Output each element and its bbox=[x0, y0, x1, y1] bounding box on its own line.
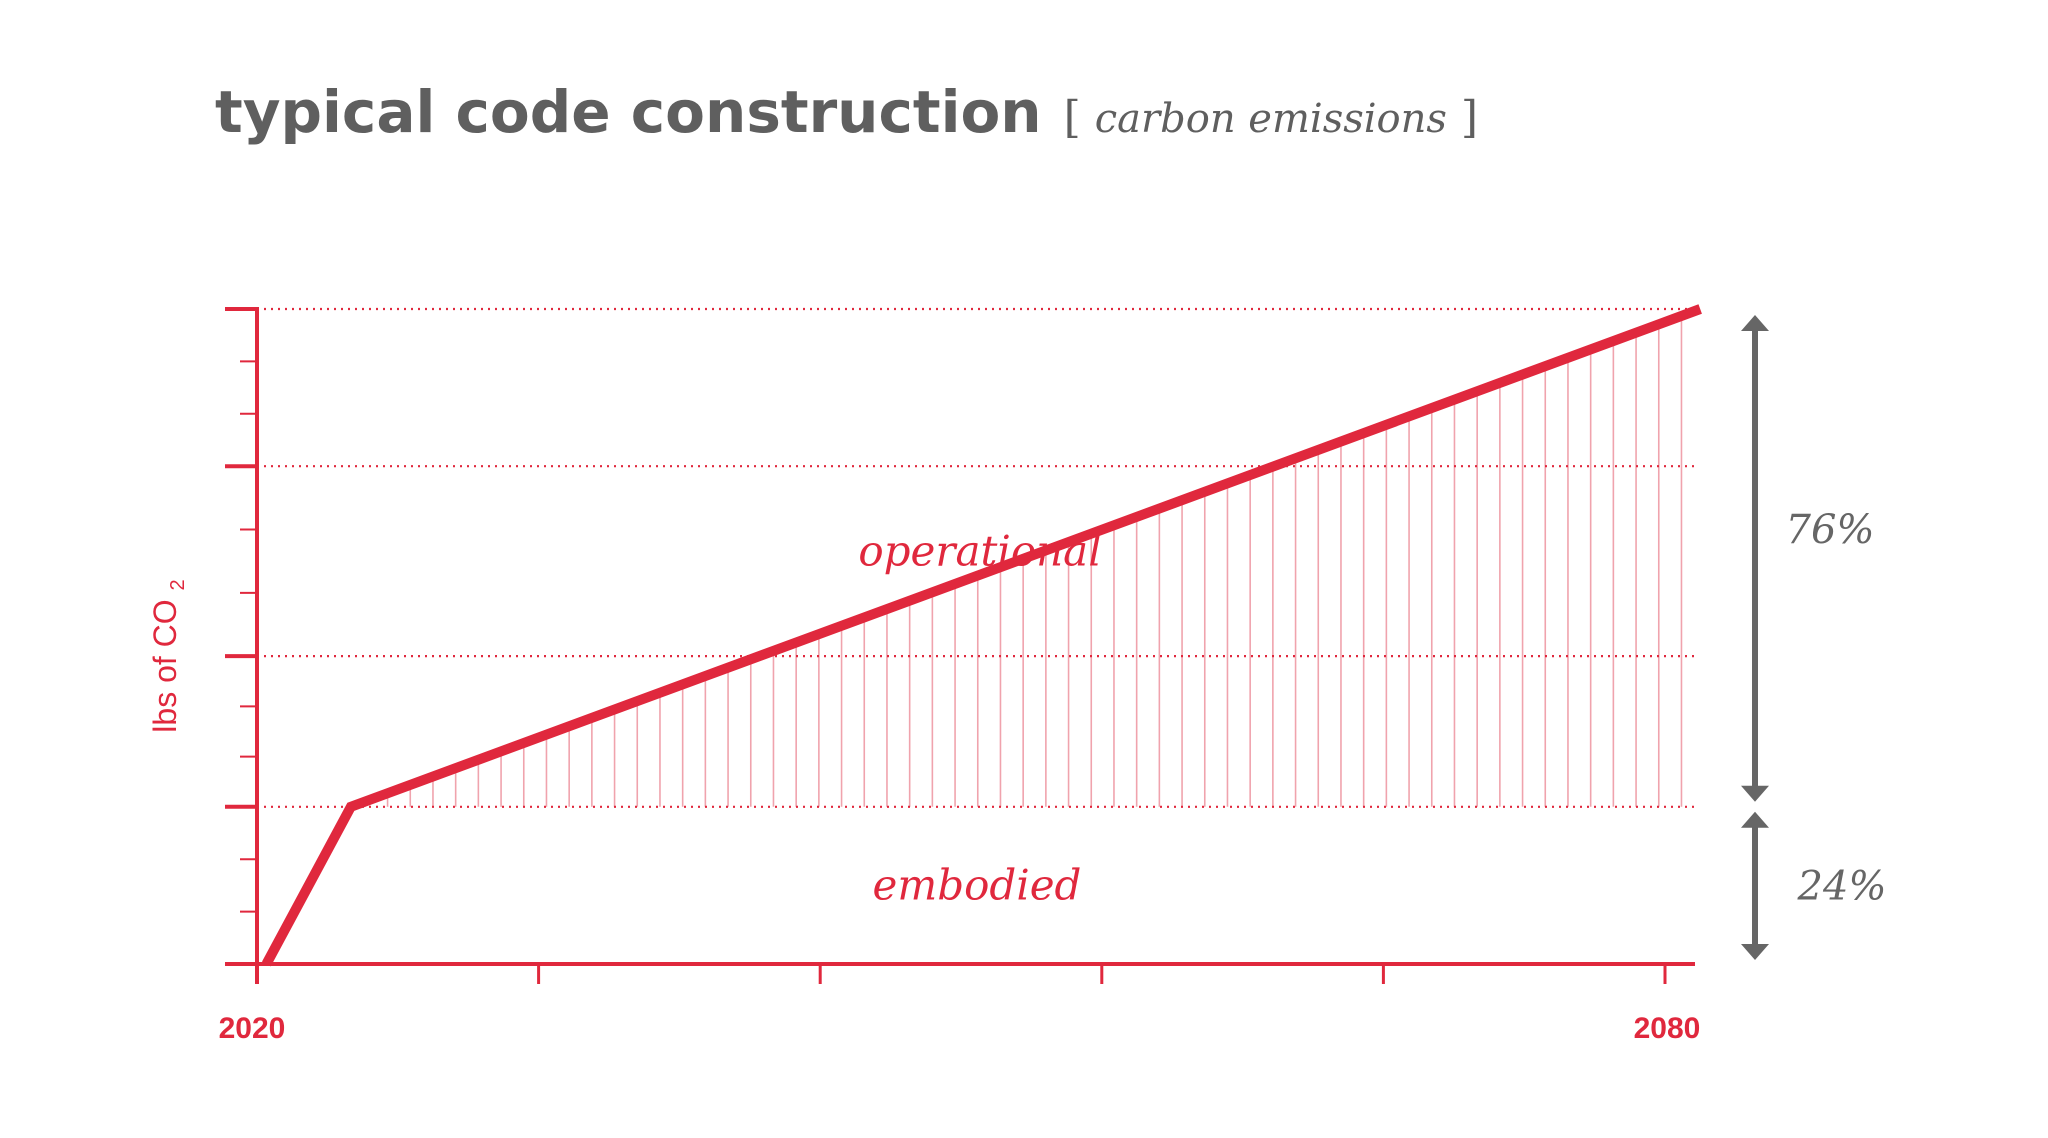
arrow-operational bbox=[1741, 315, 1769, 802]
share-arrows bbox=[1741, 315, 1769, 960]
arrow-embodied-head-bottom bbox=[1741, 944, 1769, 960]
title-bracket-close: ] bbox=[1461, 92, 1478, 143]
chart-subtitle: carbon emissions bbox=[1095, 96, 1447, 142]
chart-title: typical code construction [ carbon emiss… bbox=[215, 78, 1478, 146]
arrow-operational-head-top bbox=[1741, 315, 1769, 331]
emissions-series bbox=[261, 304, 1702, 967]
arrow-embodied bbox=[1741, 811, 1769, 960]
gridlines bbox=[257, 307, 1695, 808]
x-tick-label-2020: 2020 bbox=[219, 1012, 286, 1045]
x-tick-label-2080: 2080 bbox=[1634, 1012, 1701, 1045]
y-axis-label: lbs of CO 2 bbox=[147, 579, 189, 732]
arrow-embodied-head-top bbox=[1741, 811, 1769, 828]
region-label-operational: operational bbox=[858, 526, 1101, 575]
y-axis-label-subscript: 2 bbox=[167, 579, 189, 590]
chart-title-main: typical code construction bbox=[215, 78, 1042, 146]
percent-label-embodied: 24% bbox=[1797, 863, 1887, 909]
arrow-operational-head-bottom bbox=[1741, 785, 1769, 802]
operational-hatch bbox=[364, 315, 1683, 807]
emissions-line bbox=[261, 304, 1702, 967]
y-axis-label-text: lbs of CO bbox=[147, 599, 183, 732]
axes bbox=[225, 307, 1695, 984]
title-bracket-open: [ bbox=[1064, 92, 1081, 143]
percent-label-operational: 76% bbox=[1786, 507, 1875, 553]
region-label-embodied: embodied bbox=[873, 860, 1082, 909]
